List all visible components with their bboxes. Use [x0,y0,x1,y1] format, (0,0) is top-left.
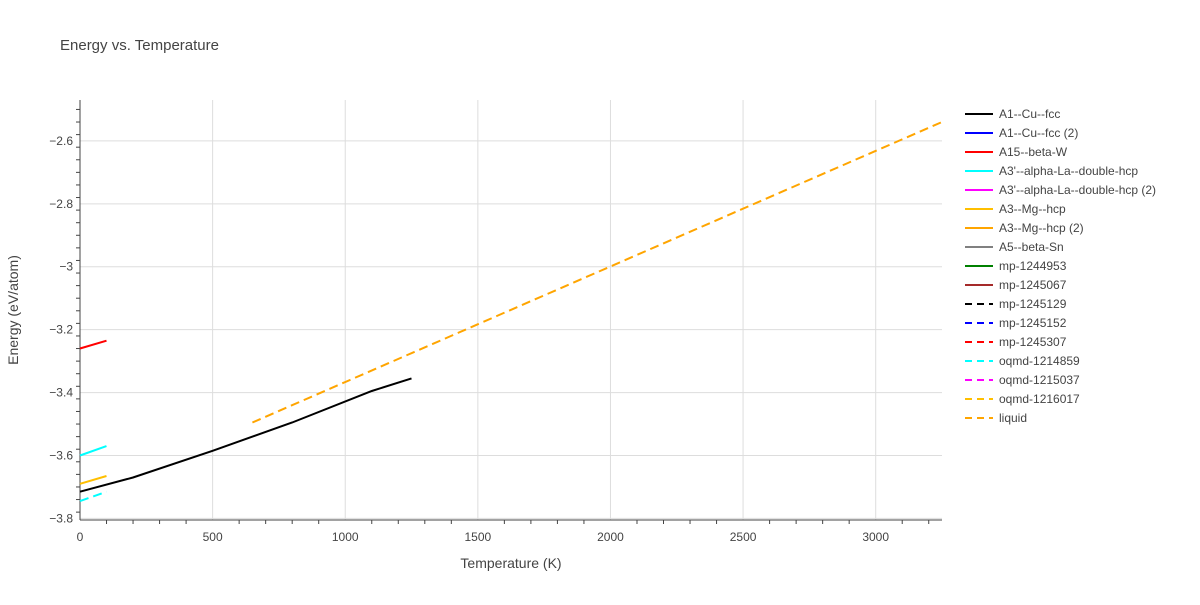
legend-label: A5--beta-Sn [999,240,1064,254]
legend-label: oqmd-1215037 [999,373,1080,387]
legend-label: A3'--alpha-La--double-hcp [999,164,1138,178]
series-line [252,121,943,424]
legend-label: A3--Mg--hcp [999,202,1066,216]
y-tick-label: −3.4 [49,386,73,400]
x-tick-label: 1000 [332,530,359,544]
y-tick-label: −3.6 [49,449,73,463]
legend-label: mp-1245152 [999,316,1067,330]
legend-label: A1--Cu--fcc [999,107,1060,121]
legend-label: A1--Cu--fcc (2) [999,126,1078,140]
axes: 0 500 1000 1500 2000 2500 3000 −3.8 −3.6 −3.4 −3.2… [49,100,942,544]
legend-label: mp-1244953 [999,259,1067,273]
series-line [79,490,107,503]
legend-label: A15--beta-W [999,145,1068,159]
legend-label: oqmd-1216017 [999,392,1080,406]
legend-label: oqmd-1214859 [999,354,1080,368]
legend-label: A3'--alpha-La--double-hcp (2) [999,183,1156,197]
x-tick-label: 500 [203,530,223,544]
legend-label: mp-1245307 [999,335,1067,349]
chart-title: Energy vs. Temperature [60,37,219,54]
x-tick-label: 2500 [730,530,757,544]
legend-label: mp-1245129 [999,297,1067,311]
legend: A1--Cu--fcc A1--Cu--fcc (2) A15--beta-W A3'… [965,107,1156,425]
y-tick-label: −3.8 [49,511,73,525]
series-line [79,445,107,457]
plot-area [79,121,943,503]
y-tick-label: −2.6 [49,134,73,148]
x-tick-label: 0 [77,530,84,544]
series-line [79,377,412,493]
x-axis-title: Temperature (K) [460,555,561,571]
x-tick-label: 1500 [464,530,491,544]
x-tick-label: 3000 [862,530,889,544]
series-line [79,339,107,350]
y-tick-label: −2.8 [49,197,73,211]
legend-label: A3--Mg--hcp (2) [999,221,1084,235]
grid [80,100,942,520]
series-line [79,475,107,485]
y-tick-label: −3 [59,260,73,274]
x-tick-label: 2000 [597,530,624,544]
y-axis-title: Energy (eV/atom) [5,255,21,365]
legend-label: liquid [999,411,1027,425]
y-tick-label: −3.2 [49,323,73,337]
legend-label: mp-1245067 [999,278,1067,292]
